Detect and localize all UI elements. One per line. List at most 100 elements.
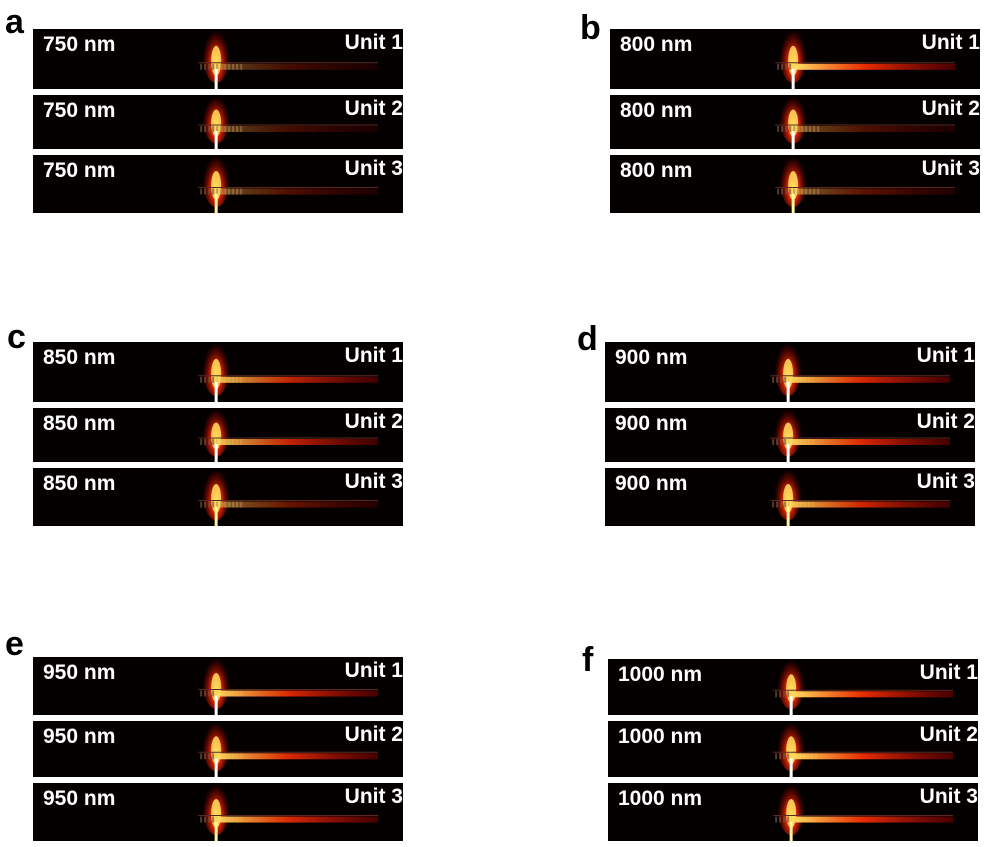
feed-bar	[214, 695, 218, 715]
grating-tooth	[785, 126, 788, 133]
grating-tooth	[208, 439, 211, 446]
guided-mode	[788, 501, 950, 508]
grating-tooth	[200, 690, 203, 697]
field-map	[775, 155, 955, 213]
field-strip-unit-1: 800 nm Unit 1	[610, 29, 980, 89]
guided-mode	[791, 753, 953, 760]
grating-tooth	[780, 501, 783, 508]
grating-tooth	[212, 376, 215, 383]
field-map	[773, 721, 953, 777]
grating-tooth	[212, 501, 215, 508]
field-map	[775, 95, 955, 149]
grating-tooth	[208, 376, 211, 383]
field-map	[773, 783, 953, 841]
grating-tooth	[781, 188, 784, 195]
feed-bar	[786, 381, 790, 402]
unit-label: Unit 1	[344, 344, 403, 367]
field-strip-unit-2: 950 nm Unit 2	[33, 721, 403, 777]
grating-tooth	[777, 63, 780, 70]
field-strip-unit-2: 850 nm Unit 2	[33, 408, 403, 462]
grating-tooth	[212, 690, 215, 697]
grating-tooth	[780, 376, 783, 383]
grating-tooth	[783, 753, 786, 760]
field-map	[198, 95, 378, 149]
guided-mode	[216, 753, 378, 760]
grating-tooth	[200, 376, 203, 383]
grating-tooth	[208, 690, 211, 697]
guided-mode	[793, 63, 955, 70]
grating-tooth	[204, 63, 207, 70]
field-strip-unit-3: 750 nm Unit 3	[33, 155, 403, 213]
wavelength-label: 900 nm	[615, 412, 688, 435]
wavelength-label: 800 nm	[620, 33, 693, 56]
feed-bar	[791, 68, 795, 89]
grating-tooth	[208, 126, 211, 133]
grating-tooth	[204, 501, 207, 508]
feed-bar	[214, 444, 218, 462]
grating-tooth	[777, 188, 780, 195]
grating-tooth	[776, 501, 779, 508]
field-map	[198, 342, 378, 402]
grating-tooth	[775, 691, 778, 698]
wavelength-label: 1000 nm	[618, 663, 703, 686]
feed-bar	[791, 193, 795, 213]
wavelength-label: 900 nm	[615, 346, 688, 369]
grating-tooth	[787, 753, 790, 760]
field-map	[198, 408, 378, 462]
field-strip-unit-1: 1000 nm Unit 1	[608, 659, 978, 715]
unit-label: Unit 3	[916, 470, 975, 493]
field-strip-unit-3: 800 nm Unit 3	[610, 155, 980, 213]
unit-label: Unit 3	[919, 785, 978, 808]
unit-label: Unit 1	[916, 344, 975, 367]
guided-mode	[216, 501, 378, 508]
grating-tooth	[779, 816, 782, 823]
grating-tooth	[204, 376, 207, 383]
grating-tooth	[775, 753, 778, 760]
wavelength-label: 800 nm	[620, 159, 693, 182]
grating-tooth	[779, 691, 782, 698]
field-map	[198, 657, 378, 715]
grating-tooth	[212, 753, 215, 760]
guided-mode	[788, 439, 950, 446]
wavelength-label: 1000 nm	[618, 787, 703, 810]
grating-tooth	[789, 63, 792, 70]
field-strip-unit-3: 1000 nm Unit 3	[608, 783, 978, 841]
guided-mode	[793, 188, 955, 195]
unit-label: Unit 2	[916, 410, 975, 433]
grating-tooth	[200, 126, 203, 133]
wavelength-label: 750 nm	[43, 99, 116, 122]
grating-tooth	[204, 439, 207, 446]
grating-tooth	[212, 816, 215, 823]
grating-tooth	[200, 439, 203, 446]
grating-tooth	[200, 753, 203, 760]
wavelength-label: 750 nm	[43, 159, 116, 182]
panel-a: a 750 nm Unit 1 750 nm Unit 2 750 nm Uni…	[5, 5, 433, 213]
grating-tooth	[784, 376, 787, 383]
guided-mode	[793, 126, 955, 133]
guided-mode	[216, 690, 378, 697]
wavelength-label: 950 nm	[43, 661, 116, 684]
grating-tooth	[781, 126, 784, 133]
guided-mode	[791, 691, 953, 698]
feed-bar	[789, 758, 793, 777]
grating-tooth	[204, 690, 207, 697]
unit-label: Unit 2	[344, 723, 403, 746]
grating-tooth	[200, 816, 203, 823]
grating-tooth	[785, 63, 788, 70]
wavelength-label: 1000 nm	[618, 725, 703, 748]
grating-tooth	[208, 63, 211, 70]
field-strip-unit-3: 950 nm Unit 3	[33, 783, 403, 841]
wavelength-label: 800 nm	[620, 99, 693, 122]
guided-mode	[216, 816, 378, 823]
feed-bar	[214, 506, 218, 526]
grating-tooth	[783, 691, 786, 698]
grating-tooth	[787, 691, 790, 698]
field-map	[198, 721, 378, 777]
feed-bar	[786, 506, 790, 526]
grating-tooth	[775, 816, 778, 823]
wavelength-label: 850 nm	[43, 412, 116, 435]
field-map	[198, 155, 378, 213]
grating-tooth	[772, 376, 775, 383]
unit-label: Unit 1	[344, 31, 403, 54]
field-strip-unit-2: 1000 nm Unit 2	[608, 721, 978, 777]
